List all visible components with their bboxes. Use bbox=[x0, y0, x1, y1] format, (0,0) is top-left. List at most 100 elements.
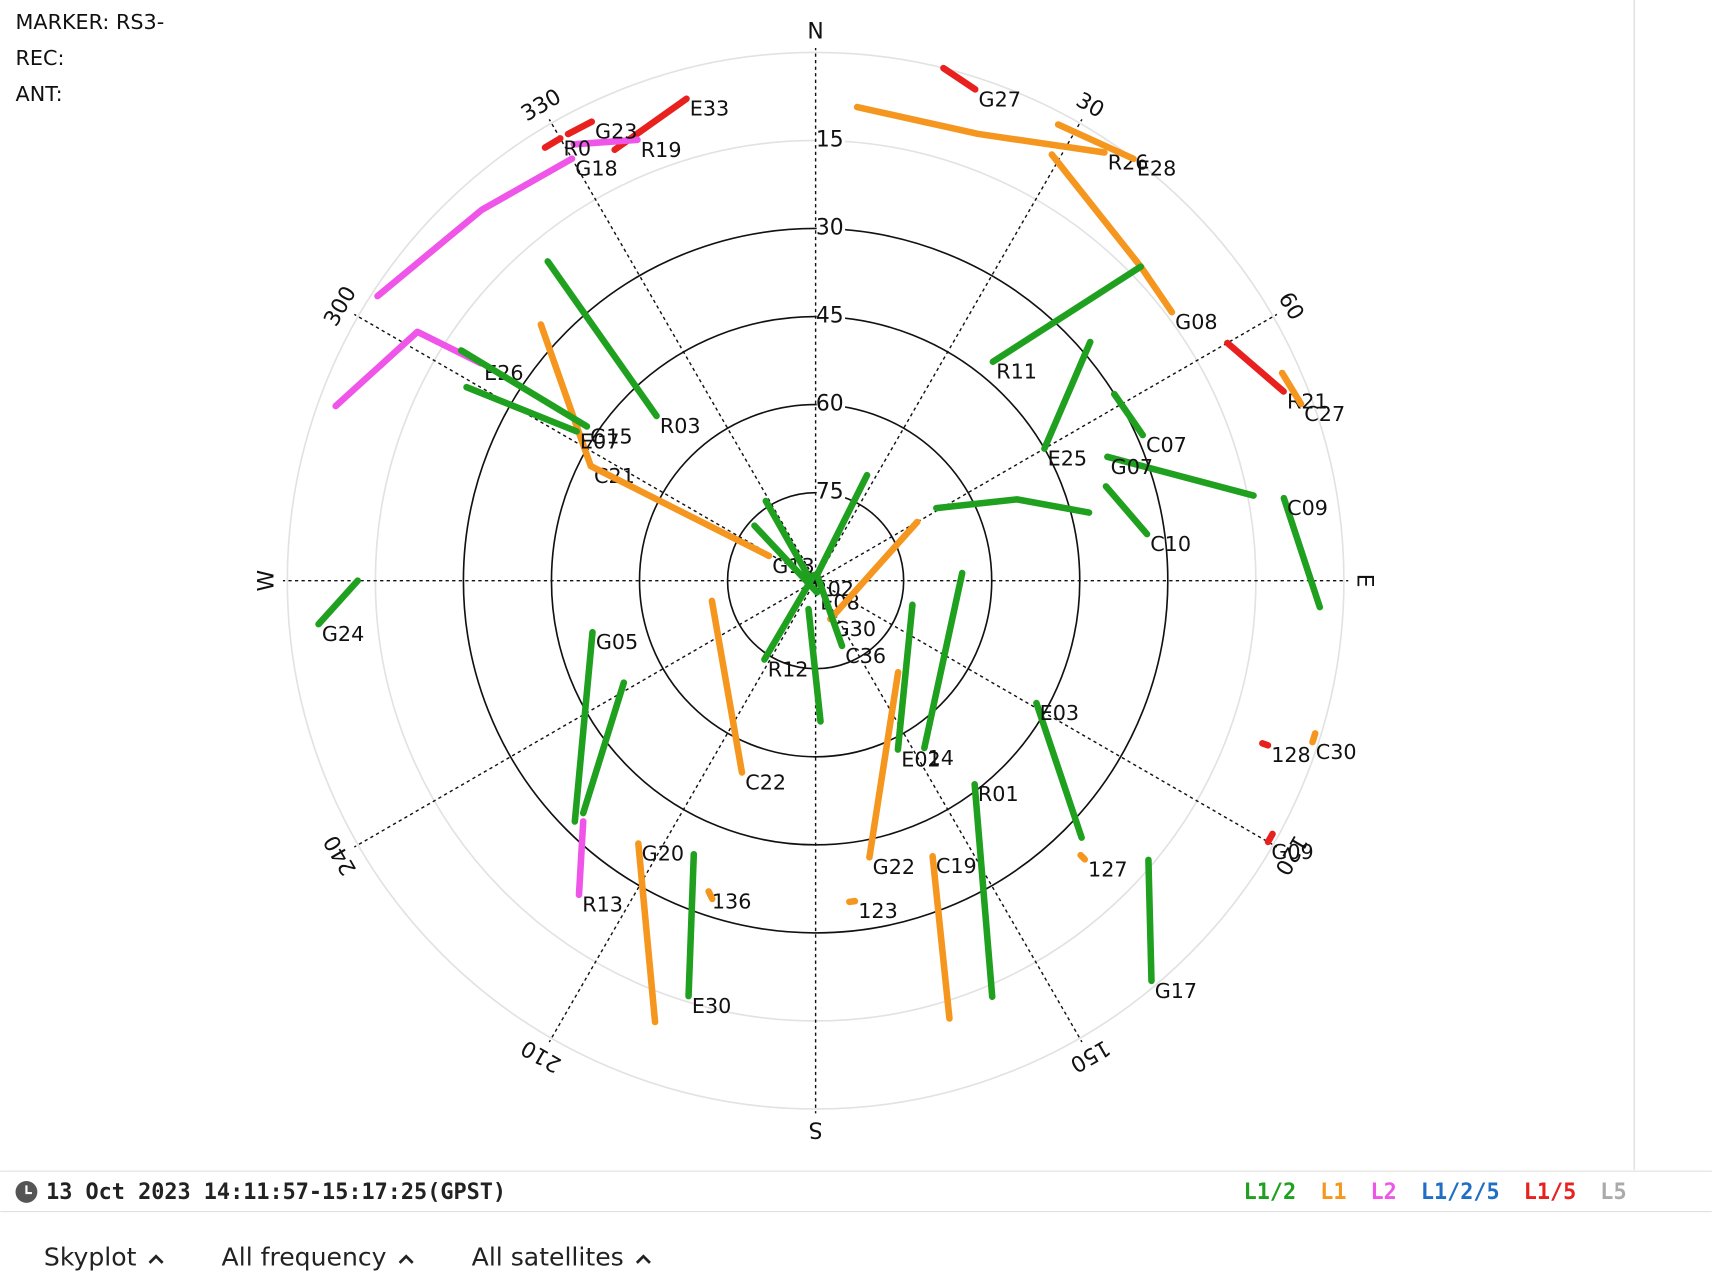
elevation-label: 15 bbox=[816, 127, 844, 152]
satellite-label: C36 bbox=[845, 644, 886, 668]
satellite-label: E33 bbox=[690, 97, 729, 121]
elevation-label-bg bbox=[816, 128, 846, 153]
elevation-label-bg bbox=[816, 216, 846, 241]
skyplot: N3060E120150S210240W3003301530456075G27E… bbox=[255, 20, 1377, 1142]
satellite-label: C07 bbox=[1146, 433, 1187, 457]
elevation-label-bg bbox=[816, 392, 846, 417]
satellite-label: E28 bbox=[1137, 157, 1176, 181]
satellite-track bbox=[971, 780, 996, 1001]
satellite-track bbox=[570, 136, 641, 148]
satellite-track bbox=[315, 577, 361, 628]
satellite-label: G22 bbox=[873, 855, 915, 879]
satellite-label: 123 bbox=[858, 899, 898, 923]
legend: L5 L1/5 L1/2/5 L2 L1 L1/2 bbox=[1244, 1180, 1627, 1205]
legend-entry: L1 bbox=[1320, 1180, 1346, 1205]
satellite-label: R19 bbox=[641, 138, 682, 162]
elevation-label: 75 bbox=[816, 480, 844, 505]
satellite-track bbox=[1264, 830, 1276, 846]
satellite-track bbox=[921, 569, 966, 752]
satellite-track bbox=[1309, 730, 1319, 746]
satellite-label: E02 bbox=[901, 747, 940, 771]
satellite-track bbox=[579, 679, 628, 817]
satellite-label: E03 bbox=[1040, 701, 1079, 725]
satellite-label: G08 bbox=[1175, 310, 1217, 334]
antenna: ANT: bbox=[16, 82, 63, 106]
azimuth-label: S bbox=[809, 1117, 823, 1142]
satellite-track bbox=[564, 118, 596, 138]
satellite-label: E30 bbox=[692, 994, 731, 1018]
satellite-label: G15 bbox=[590, 424, 632, 448]
elevation-label-bg bbox=[816, 304, 846, 329]
dropdown[interactable]: All frequency bbox=[222, 1243, 387, 1272]
chevron-icon bbox=[148, 1254, 164, 1264]
satellite-track bbox=[541, 135, 564, 151]
satellite-label: G20 bbox=[642, 841, 684, 865]
satellite-track bbox=[940, 64, 979, 93]
satellite-track bbox=[544, 258, 660, 420]
azimuth-label: E bbox=[1352, 574, 1377, 588]
satellite-track bbox=[1104, 453, 1257, 499]
satellite-track bbox=[708, 597, 746, 776]
satellite-track bbox=[1224, 339, 1287, 395]
satellite-track bbox=[1033, 699, 1085, 841]
satellite-track bbox=[635, 840, 659, 1026]
satellite-track bbox=[1280, 494, 1324, 611]
satellite-label: R11 bbox=[996, 360, 1037, 384]
satellite-label: R01 bbox=[978, 782, 1019, 806]
satellite-track bbox=[685, 850, 698, 1000]
satellite-label: 136 bbox=[712, 889, 752, 913]
satellite-track bbox=[705, 888, 716, 903]
satellite-track bbox=[1145, 856, 1155, 985]
legend-entry: L1/5 bbox=[1524, 1180, 1577, 1205]
legend-entry: L1/2/5 bbox=[1421, 1180, 1500, 1205]
satellite-label: 14 bbox=[928, 746, 954, 770]
azimuth-label: W bbox=[255, 570, 280, 592]
time-range: 13 Oct 2023 14:11:57-15:17:25(GPST) bbox=[46, 1180, 506, 1205]
satellite-label: E07 bbox=[580, 429, 619, 453]
satellite-track bbox=[805, 605, 824, 725]
satellite-label: C19 bbox=[936, 854, 977, 878]
dropdown[interactable]: Skyplot bbox=[44, 1243, 137, 1272]
satellite-label: 128 bbox=[1271, 743, 1311, 767]
satellite-label: G07 bbox=[1111, 455, 1153, 479]
satellite-track bbox=[894, 601, 916, 753]
marker: MARKER: RS3- bbox=[16, 10, 165, 34]
satellite-label: C27 bbox=[1304, 402, 1345, 426]
satellite-track bbox=[575, 818, 587, 899]
clock-icon bbox=[15, 1181, 38, 1203]
satellite-track bbox=[587, 462, 773, 560]
satellite-track bbox=[374, 155, 576, 300]
elevation-label-bg bbox=[816, 480, 846, 505]
satellite-track bbox=[463, 383, 580, 435]
satellite-track bbox=[1110, 390, 1147, 439]
satellite-label: C30 bbox=[1316, 740, 1357, 764]
satellite-label: C09 bbox=[1287, 496, 1328, 520]
satellite-track bbox=[761, 571, 818, 663]
satellite-label: G05 bbox=[596, 630, 638, 654]
satellite-track bbox=[571, 628, 596, 825]
controls: Skyplot All frequency All satellites bbox=[44, 1243, 651, 1272]
satellite-track bbox=[1054, 121, 1137, 163]
chevron-icon bbox=[398, 1254, 414, 1264]
satellite-label: R03 bbox=[660, 414, 701, 438]
receiver: REC: bbox=[16, 46, 65, 70]
satellite-label: G24 bbox=[322, 622, 364, 646]
satellite-track bbox=[537, 321, 595, 470]
satellite-track bbox=[853, 103, 1108, 156]
satellite-label: G09 bbox=[1271, 840, 1313, 864]
satellite-label: G27 bbox=[979, 87, 1021, 111]
satellite-track bbox=[1278, 369, 1305, 408]
dropdown[interactable]: All satellites bbox=[472, 1243, 624, 1272]
satellite-label: C22 bbox=[745, 770, 786, 794]
elevation-label: 60 bbox=[816, 392, 844, 417]
satellite-label: R0 bbox=[564, 136, 592, 160]
satellite-label: G17 bbox=[1155, 979, 1197, 1003]
azimuth-label: N bbox=[807, 20, 823, 45]
satellite-label: G18 bbox=[575, 157, 617, 181]
satellite-track bbox=[1077, 851, 1089, 863]
satellite-track bbox=[457, 347, 591, 430]
satellite-track bbox=[933, 496, 1093, 516]
elevation-ring bbox=[638, 403, 993, 758]
